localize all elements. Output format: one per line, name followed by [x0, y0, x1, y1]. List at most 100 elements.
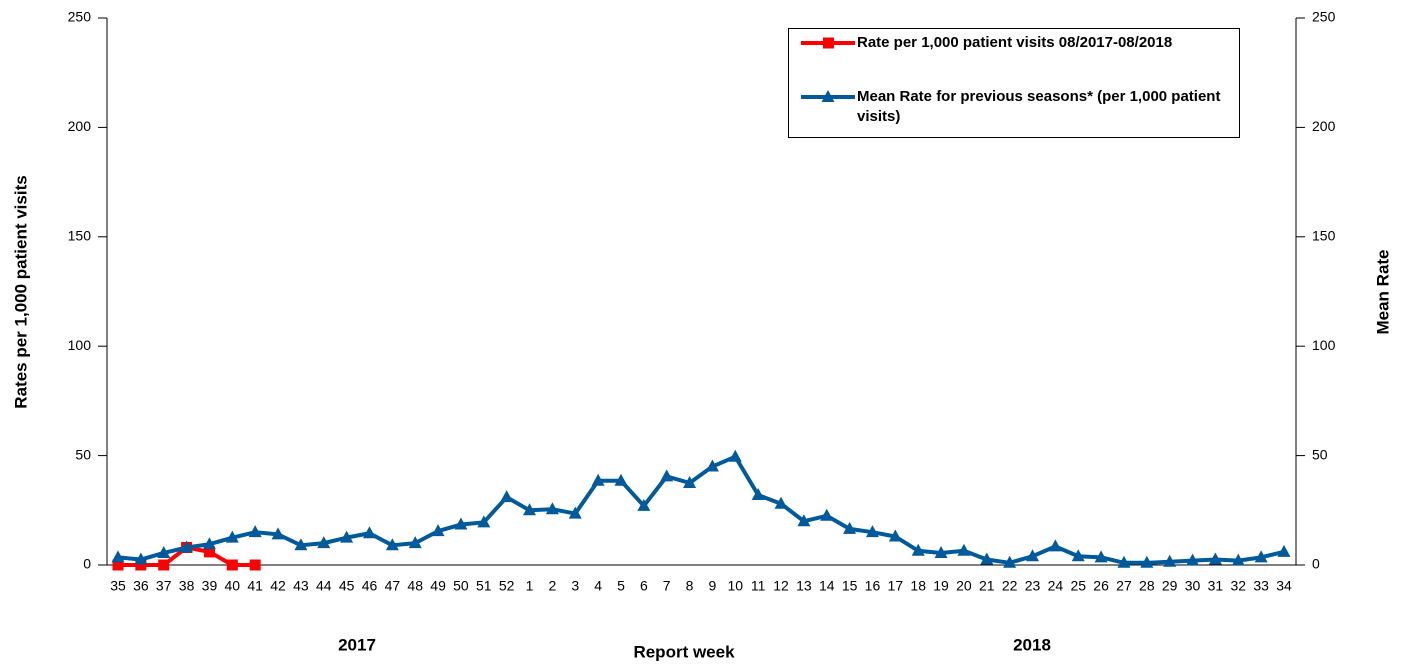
x-tick-label: 9	[709, 578, 717, 594]
point	[112, 559, 124, 571]
x-tick-label: 29	[1162, 578, 1178, 594]
point	[843, 521, 857, 534]
point	[1071, 549, 1085, 562]
point	[1048, 539, 1062, 552]
x-tick-label: 3	[571, 578, 579, 594]
x-tick-label: 24	[1048, 578, 1064, 594]
y2-axis-title: Mean Rate	[1373, 249, 1392, 334]
point	[637, 498, 651, 511]
point	[660, 469, 674, 482]
x-tick-label: 41	[247, 578, 263, 594]
point	[454, 517, 468, 530]
x-tick-label: 1	[526, 578, 534, 594]
x-tick-label: 40	[225, 578, 241, 594]
x-tick-label: 17	[888, 578, 904, 594]
point	[134, 552, 148, 565]
y-tick-label: 50	[75, 446, 91, 462]
x-tick-label: 7	[663, 578, 671, 594]
x-tick-label: 14	[819, 578, 835, 594]
point	[1117, 555, 1131, 568]
x-tick-label: 22	[1002, 578, 1018, 594]
point	[180, 540, 194, 553]
point	[797, 514, 811, 527]
point	[728, 449, 742, 462]
x-tick-label: 33	[1253, 578, 1269, 594]
year-label: 2018	[1013, 635, 1051, 654]
point	[158, 559, 170, 571]
x-tick-label: 42	[270, 578, 286, 594]
x-tick-label: 45	[339, 578, 355, 594]
x-tick-label: 13	[796, 578, 812, 594]
point	[1277, 544, 1291, 557]
x-tick-label: 52	[499, 578, 515, 594]
x-tick-label: 44	[316, 578, 332, 594]
x-tick-label: 10	[728, 578, 744, 594]
point	[888, 529, 902, 542]
point	[271, 527, 285, 540]
point	[591, 473, 605, 486]
point	[203, 546, 215, 558]
point	[111, 550, 125, 563]
y-axis-title: Rates per 1,000 patient visits	[11, 175, 30, 408]
x-tick-label: 6	[640, 578, 648, 594]
point	[683, 475, 697, 488]
point	[385, 538, 399, 551]
point	[1003, 555, 1017, 568]
x-tick-label: 30	[1185, 578, 1201, 594]
point	[431, 524, 445, 537]
x-tick-label: 47	[385, 578, 401, 594]
point	[135, 559, 147, 571]
legend: Rate per 1,000 patient visits 08/2017-08…	[788, 28, 1240, 138]
point	[362, 526, 376, 539]
x-tick-label: 25	[1070, 578, 1086, 594]
x-tick-label: 23	[1025, 578, 1041, 594]
point	[477, 515, 491, 528]
year-label: 2017	[338, 635, 376, 654]
x-tick-label: 27	[1116, 578, 1132, 594]
x-tick-label: 48	[407, 578, 423, 594]
point	[865, 525, 879, 538]
y2-tick-label: 100	[1312, 337, 1336, 353]
legend-label: Mean Rate for previous seasons* (per 1,0…	[857, 88, 1221, 125]
x-tick-label: 49	[430, 578, 446, 594]
legend-item: Mean Rate for previous seasons* (per 1,0…	[799, 87, 1227, 127]
legend-item: Rate per 1,000 patient visits 08/2017-08…	[799, 33, 1227, 53]
point	[980, 552, 994, 565]
x-tick-label: 20	[956, 578, 972, 594]
legend-marker	[821, 90, 835, 102]
x-axis-title: Report week	[633, 642, 735, 661]
x-tick-label: 43	[293, 578, 309, 594]
x-tick-label: 11	[751, 578, 766, 594]
point	[1254, 550, 1268, 563]
point	[248, 525, 262, 538]
x-tick-label: 19	[933, 578, 949, 594]
point	[225, 530, 239, 543]
x-tick-label: 37	[156, 578, 172, 594]
y2-tick-label: 150	[1312, 228, 1336, 244]
x-tick-label: 36	[133, 578, 149, 594]
point	[1163, 554, 1177, 567]
point	[1026, 549, 1040, 562]
x-tick-label: 35	[110, 578, 126, 594]
point	[568, 506, 582, 519]
point	[774, 496, 788, 509]
y2-tick-label: 250	[1312, 9, 1336, 25]
point	[705, 459, 719, 472]
point	[1231, 553, 1245, 566]
x-tick-label: 8	[686, 578, 694, 594]
point	[820, 508, 834, 521]
x-tick-label: 46	[362, 578, 378, 594]
y-tick-label: 100	[68, 337, 92, 353]
y-tick-label: 150	[68, 228, 92, 244]
y-tick-label: 200	[68, 118, 92, 134]
x-tick-label: 4	[594, 578, 602, 594]
x-tick-label: 34	[1276, 578, 1292, 594]
point	[408, 536, 422, 549]
x-tick-label: 5	[617, 578, 625, 594]
point	[1094, 550, 1108, 563]
x-tick-label: 50	[453, 578, 469, 594]
legend-label: Rate per 1,000 patient visits 08/2017-08…	[857, 34, 1173, 51]
series-line	[117, 454, 1285, 565]
